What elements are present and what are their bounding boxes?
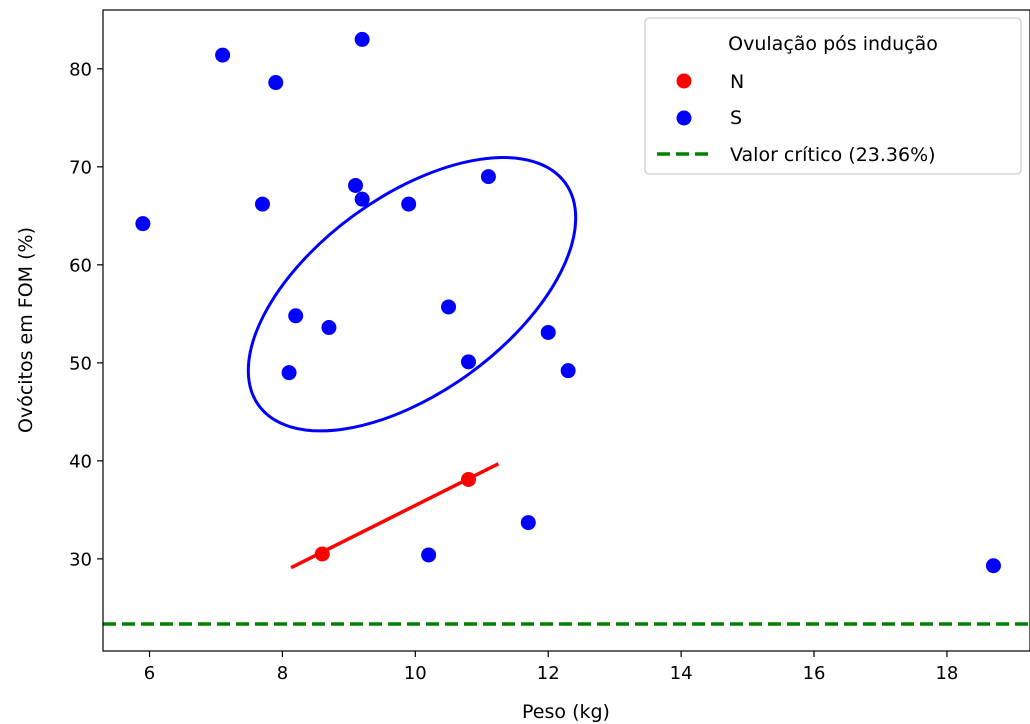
x-tick-label: 12	[537, 663, 560, 684]
y-tick-label: 80	[69, 59, 92, 80]
y-tick-label: 30	[69, 549, 92, 570]
plot-area	[103, 31, 1030, 626]
x-tick-label: 10	[404, 663, 427, 684]
axes: 6 8 10 12 14 16 18 30 40 50 60 70 80	[69, 59, 958, 684]
data-point-s	[441, 299, 457, 315]
data-point-s	[281, 365, 297, 381]
data-point-n	[460, 471, 476, 487]
x-tick-label: 16	[803, 663, 826, 684]
data-point-s	[215, 47, 231, 63]
legend-title: Ovulação pós indução	[728, 33, 938, 55]
data-point-s	[985, 558, 1001, 574]
legend-marker-n	[676, 73, 692, 89]
data-point-s	[480, 169, 496, 185]
y-tick-label: 40	[69, 451, 92, 472]
data-point-s	[354, 191, 370, 207]
data-point-s	[354, 31, 370, 47]
x-tick-label: 14	[670, 663, 693, 684]
data-point-s	[254, 196, 270, 212]
data-point-s	[460, 354, 476, 370]
data-point-s	[520, 515, 536, 531]
confidence-ellipse-s	[246, 156, 578, 433]
y-tick-label: 70	[69, 157, 92, 178]
data-point-n	[314, 546, 330, 562]
legend-label-critical: Valor crítico (23.36%)	[730, 144, 936, 166]
legend-label-n: N	[730, 71, 744, 93]
x-tick-label: 8	[277, 663, 288, 684]
y-axis-label: Ovócitos em FOM (%)	[15, 227, 37, 433]
y-tick-label: 50	[69, 353, 92, 374]
data-point-s	[268, 75, 284, 91]
legend-marker-s	[676, 110, 692, 126]
legend-label-s: S	[730, 107, 742, 129]
data-point-s	[288, 308, 304, 324]
data-point-s	[348, 177, 364, 193]
legend-frame	[644, 17, 1022, 175]
y-tick-label: 60	[69, 255, 92, 276]
data-point-s	[540, 324, 556, 340]
x-tick-label: 18	[935, 663, 958, 684]
data-point-s	[321, 320, 337, 336]
data-point-s	[401, 196, 417, 212]
data-point-s	[421, 547, 437, 563]
data-point-s	[560, 363, 576, 379]
x-tick-label: 6	[144, 663, 155, 684]
x-axis-label: Peso (kg)	[522, 701, 610, 723]
plot-frame	[102, 9, 1030, 652]
legend: Ovulação pós indução N S Valor crítico (…	[644, 17, 1022, 175]
data-point-s	[135, 216, 151, 232]
